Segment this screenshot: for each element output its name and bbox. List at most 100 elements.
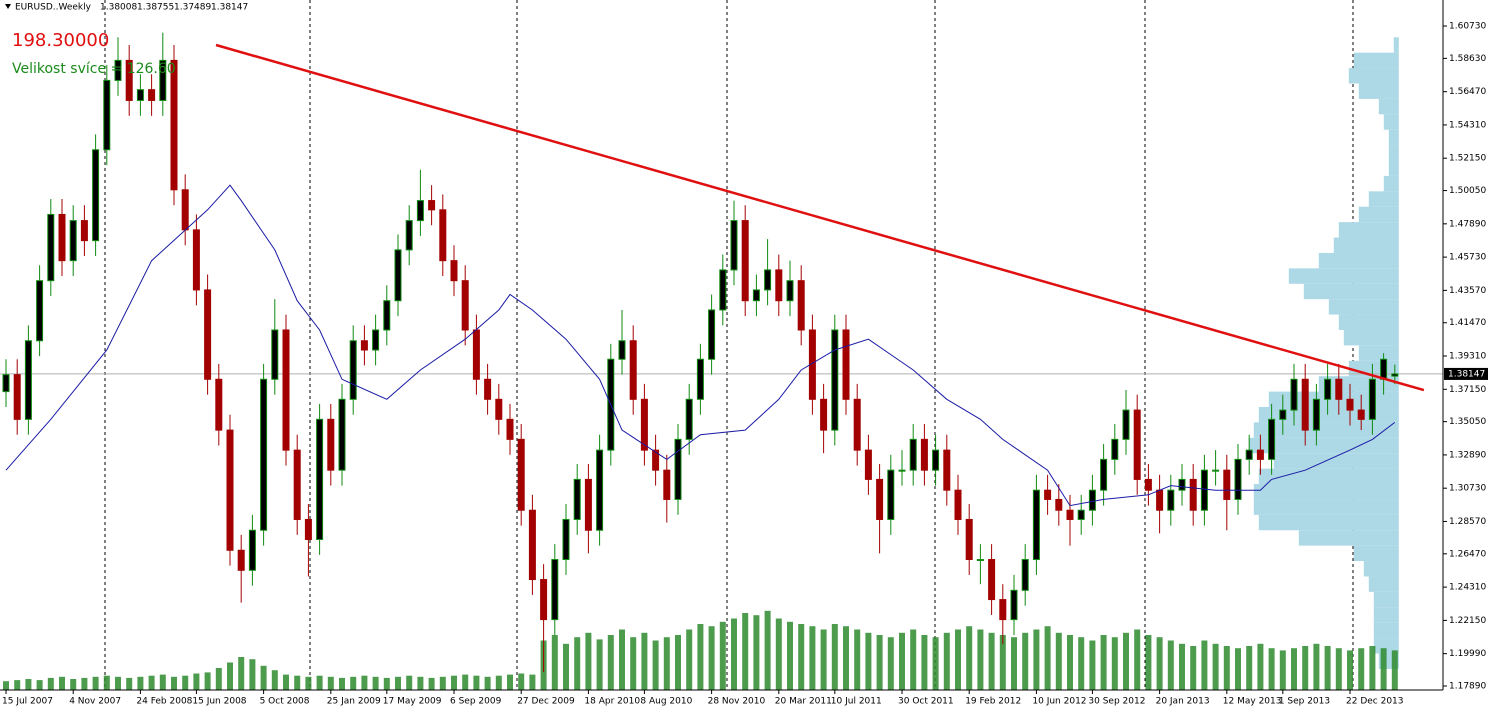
candle-body (1122, 409, 1130, 440)
candle-body (484, 378, 492, 400)
menu-icon[interactable] (5, 4, 11, 9)
y-tick-label: 1.24310 (1449, 583, 1486, 593)
candle-body (1066, 509, 1074, 520)
profile-bar (1368, 576, 1399, 592)
volume-bar (596, 639, 603, 690)
header-open: 1.38008 (100, 3, 137, 13)
volume-bar (652, 640, 659, 690)
candle-body (394, 249, 402, 302)
profile-bar (1388, 145, 1399, 161)
candle-body (920, 438, 928, 471)
candle-body (775, 269, 783, 302)
candle-body (876, 478, 884, 520)
candle-body (1256, 449, 1264, 460)
candle-body (1032, 489, 1040, 561)
volume-bar (1302, 646, 1309, 690)
volume-bar (3, 681, 9, 690)
volume-bar (1134, 629, 1141, 690)
volume-bar (854, 629, 861, 690)
candle-body (304, 518, 312, 540)
volume-bar (955, 629, 961, 690)
y-tick-label: 1.30730 (1449, 484, 1486, 494)
candle-body (517, 438, 525, 511)
candle-body (864, 449, 872, 480)
candle-body (1088, 489, 1096, 511)
volume-bar (439, 676, 446, 690)
volume-bar (1235, 648, 1241, 690)
volume-bar (731, 618, 737, 690)
volume-bar (1078, 637, 1085, 690)
header-close: 1.38147 (211, 3, 248, 13)
candle-body (114, 59, 122, 81)
candle-body (640, 398, 648, 451)
candle-body (428, 200, 436, 211)
candle-body (271, 329, 279, 380)
y-tick-label: 1.22150 (1449, 616, 1486, 626)
profile-bar (1273, 453, 1399, 469)
volume-bar (921, 635, 928, 690)
volume-bar (1279, 650, 1286, 690)
candle-body (797, 280, 805, 331)
candle-body (125, 59, 133, 101)
candle-body (1290, 378, 1298, 411)
candle-body (1044, 489, 1052, 500)
profile-bar (1353, 545, 1399, 562)
x-tick-label: 18 Apr 2010 (584, 697, 640, 707)
y-tick-label: 1.17890 (1449, 681, 1486, 691)
volume-bar (316, 675, 323, 690)
profile-bar (1373, 591, 1399, 608)
candle-body (372, 329, 380, 351)
volume-bar (1335, 648, 1342, 690)
volume-bar (887, 637, 894, 690)
candle-body (416, 200, 424, 222)
candle-body (338, 398, 346, 471)
candle-body (1268, 418, 1276, 460)
candle-body (786, 280, 794, 302)
profile-bar (1253, 499, 1399, 515)
volume-bar (764, 610, 771, 690)
candle-body (1223, 469, 1231, 500)
candle-body (1368, 378, 1376, 420)
candle-body (69, 220, 77, 262)
volume-bar (675, 635, 681, 690)
y-tick-label: 1.26470 (1449, 549, 1486, 559)
x-tick-label: 12 May 2013 (1223, 697, 1282, 707)
candle-body (103, 79, 111, 151)
volume-bar (775, 618, 782, 690)
candle-body (1357, 409, 1365, 420)
volume-bar (14, 680, 21, 690)
candle-body (1077, 509, 1085, 520)
volume-bar (843, 626, 849, 690)
candle-body (831, 329, 839, 431)
volume-bar (473, 675, 480, 690)
volume-bar (1111, 637, 1118, 690)
candle-body (215, 378, 223, 431)
plot (0, 32, 1443, 690)
x-tick-label: 20 Jan 2013 (1156, 697, 1210, 707)
volume-bar (1033, 629, 1040, 690)
volume-bar (1100, 635, 1107, 690)
candle-body (360, 340, 368, 351)
volume-bar (428, 677, 435, 690)
candle-body (1279, 409, 1287, 420)
candle-body (540, 579, 548, 621)
candle-body (976, 559, 984, 562)
volume-bar (518, 673, 525, 690)
candle-body (1380, 358, 1388, 380)
profile-bar (1358, 206, 1399, 223)
volume-bar (1145, 635, 1152, 690)
candle-body (461, 280, 469, 331)
candle-body (226, 429, 234, 551)
candle-body (282, 329, 290, 451)
volume-bar (1179, 643, 1185, 690)
x-tick-label: 10 Jun 2012 (1032, 697, 1086, 707)
trend-line (215, 43, 1425, 392)
candle-body (573, 478, 581, 520)
candle-body (965, 518, 973, 561)
profile-bar (1253, 484, 1399, 500)
volume-bar (406, 675, 413, 690)
volume-bar (1268, 648, 1275, 690)
profile-bar (1338, 222, 1399, 238)
volume-bar (1313, 643, 1320, 690)
